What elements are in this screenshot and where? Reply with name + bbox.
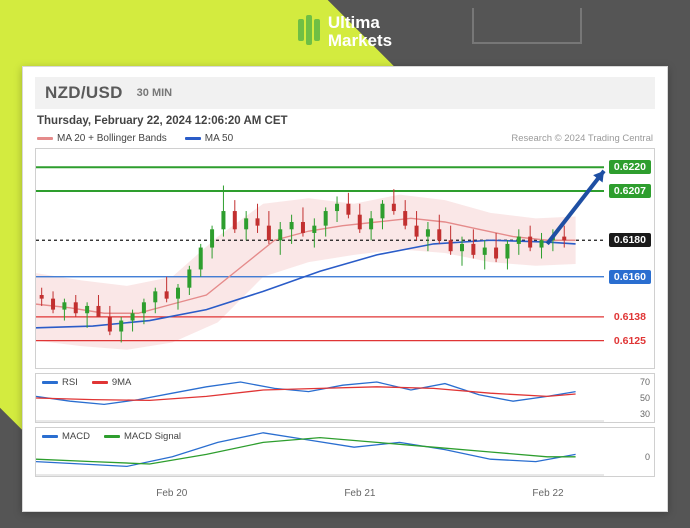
rsi-panel[interactable]: RSI 9MA 70 50 30 xyxy=(35,373,655,423)
rsi-legend: RSI 9MA xyxy=(42,377,131,388)
timeframe-label[interactable]: 30 MIN xyxy=(137,87,172,99)
axis-tick: 70 xyxy=(640,377,650,387)
chart-header: NZD/USD 30 MIN xyxy=(35,77,655,109)
macd-legend: MACD MACD Signal xyxy=(42,431,181,442)
legend-ma50: MA 50 xyxy=(185,133,233,144)
logo-mark-icon xyxy=(298,19,320,45)
chart-card: NZD/USD 30 MIN Thursday, February 22, 20… xyxy=(22,66,668,512)
timestamp: Thursday, February 22, 2024 12:06:20 AM … xyxy=(35,109,655,131)
logo-line1: Ultima xyxy=(328,14,392,32)
attribution: Research © 2024 Trading Central xyxy=(511,133,653,144)
x-axis: Feb 20 Feb 21 Feb 22 xyxy=(35,481,655,503)
chart-stack: 0.62200.62070.61800.61600.61380.6125 RSI… xyxy=(35,148,655,503)
axis-tick: 30 xyxy=(640,409,650,419)
macd-panel[interactable]: MACD MACD Signal 0 xyxy=(35,427,655,477)
axis-tick: 0 xyxy=(645,452,650,462)
x-tick: Feb 21 xyxy=(344,488,375,499)
x-tick: Feb 20 xyxy=(156,488,187,499)
x-tick: Feb 22 xyxy=(532,488,563,499)
price-panel[interactable]: 0.62200.62070.61800.61600.61380.6125 xyxy=(35,148,655,369)
logo-text: Ultima Markets xyxy=(328,14,392,50)
brand-logo: Ultima Markets xyxy=(0,14,690,50)
main-legend: MA 20 + Bollinger Bands MA 50 Research ©… xyxy=(35,131,655,148)
symbol-pair: NZD/USD xyxy=(45,83,123,103)
logo-line2: Markets xyxy=(328,32,392,50)
legend-ma20: MA 20 + Bollinger Bands xyxy=(37,133,167,144)
axis-tick: 50 xyxy=(640,393,650,403)
